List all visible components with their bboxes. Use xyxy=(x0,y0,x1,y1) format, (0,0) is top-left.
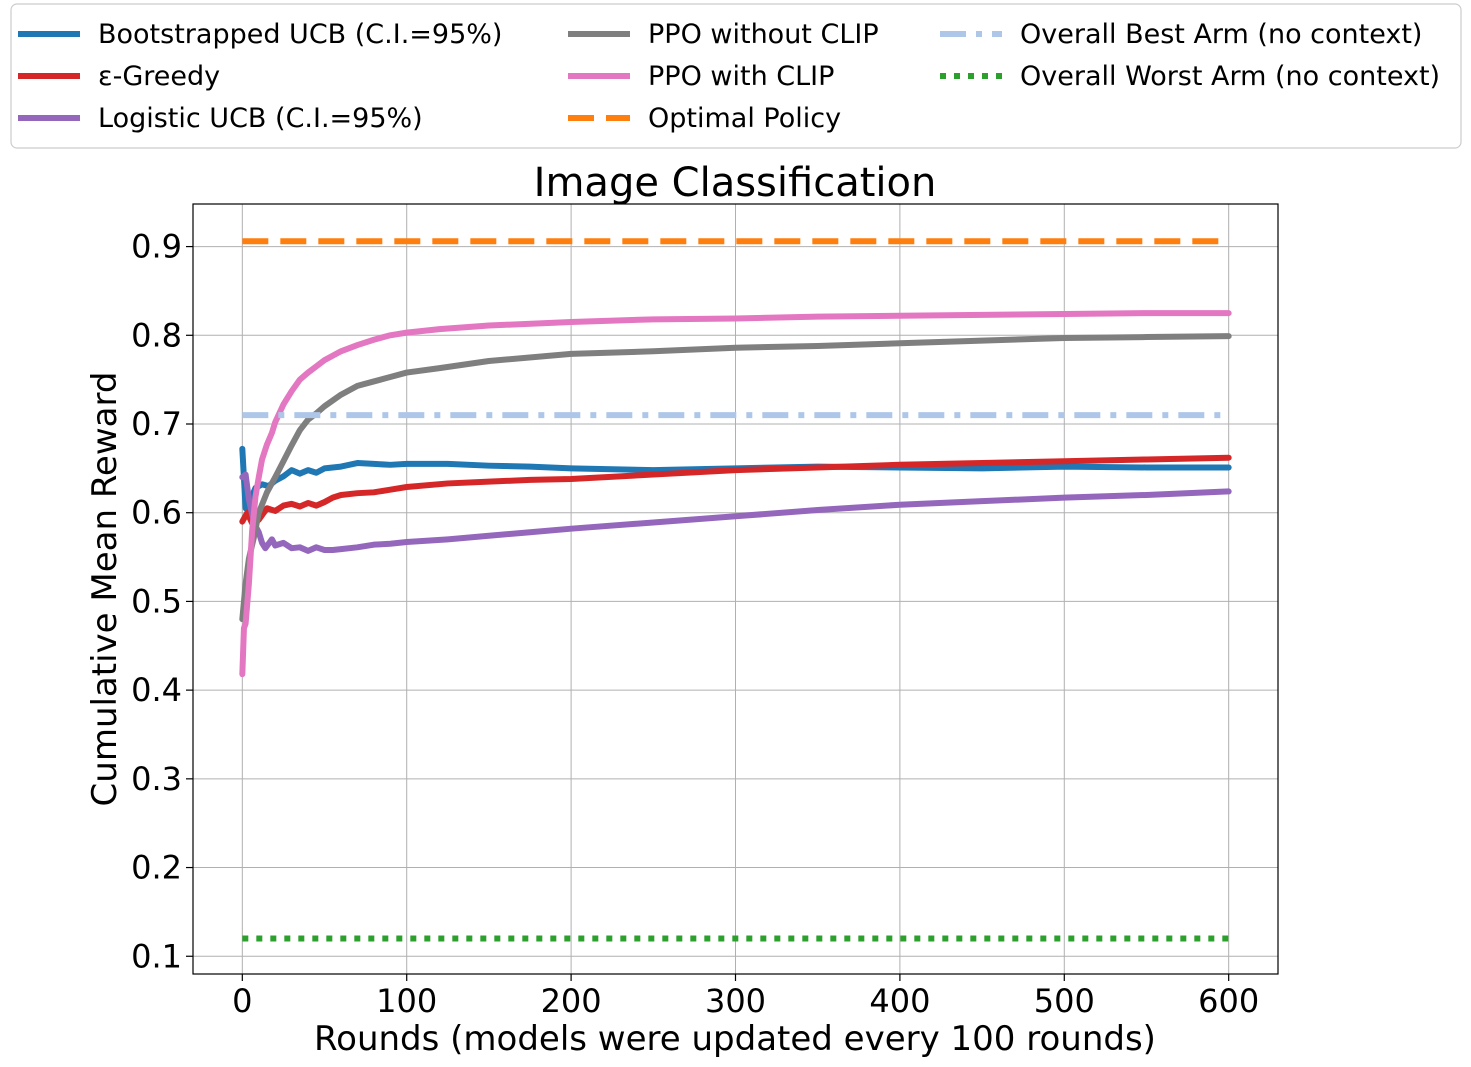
ticks: 0 100 200 300 400 500 600 0.1 0.2 0.3 0.4 0.5 0.6 0.7… xyxy=(131,228,1259,1020)
legend-label-0: Bootstrapped UCB (C.I.=95%) xyxy=(98,19,502,50)
y-tick-label: 0.5 xyxy=(131,582,182,620)
y-tick-label: 0.8 xyxy=(131,316,182,354)
y-tick-label: 0.2 xyxy=(131,849,182,887)
x-tick-label: 600 xyxy=(1198,982,1259,1020)
y-axis-label: Cumulative Mean Reward xyxy=(85,372,125,807)
series-line-3 xyxy=(239,333,1232,623)
legend-label-2: Logistic UCB (C.I.=95%) xyxy=(98,103,423,134)
legend-label-6: Overall Best Arm (no context) xyxy=(1020,19,1422,50)
series-line-2 xyxy=(239,471,1232,554)
y-tick-label: 0.1 xyxy=(131,937,182,975)
x-tick-label: 100 xyxy=(376,982,437,1020)
y-tick-label: 0.4 xyxy=(131,671,182,709)
legend-box xyxy=(10,3,1462,149)
legend: Bootstrapped UCB (C.I.=95%) ε-Greedy Logis… xyxy=(10,3,1462,149)
x-tick-label: 500 xyxy=(1034,982,1095,1020)
y-tick-label: 0.6 xyxy=(131,494,182,532)
legend-label-5: Optimal Policy xyxy=(648,103,841,134)
legend-label-3: PPO without CLIP xyxy=(648,19,879,50)
legend-label-1: ε-Greedy xyxy=(98,61,220,92)
chart-title: Image Classification xyxy=(534,160,937,206)
x-tick-label: 400 xyxy=(869,982,930,1020)
series-layer xyxy=(239,238,1232,942)
x-tick-label: 200 xyxy=(541,982,602,1020)
y-tick-label: 0.7 xyxy=(131,405,182,443)
y-tick-label: 0.3 xyxy=(131,760,182,798)
x-tick-label: 300 xyxy=(705,982,766,1020)
series-line-1 xyxy=(239,454,1232,527)
legend-label-7: Overall Worst Arm (no context) xyxy=(1020,61,1440,92)
x-axis-label: Rounds (models were updated every 100 ro… xyxy=(314,1019,1156,1059)
legend-label-4: PPO with CLIP xyxy=(648,61,834,92)
series-line-4 xyxy=(239,310,1232,678)
x-tick-label: 0 xyxy=(232,982,252,1020)
y-tick-label: 0.9 xyxy=(131,228,182,266)
plot-area: 0 100 200 300 400 500 600 0.1 0.2 0.3 0.4 0.5 0.6 0.7… xyxy=(131,203,1279,1020)
